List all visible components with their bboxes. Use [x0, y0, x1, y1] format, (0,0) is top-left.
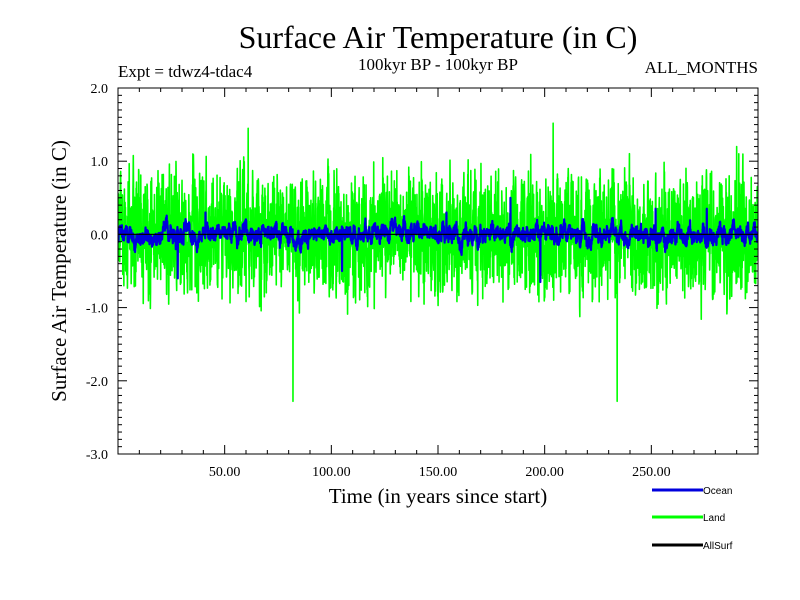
- legend-label-ocean: Ocean: [703, 486, 732, 497]
- series-line-ocean: [118, 196, 758, 284]
- period-label: 100kyr BP - 100kyr BP: [358, 55, 518, 74]
- experiment-label: Expt = tdwz4-tdac4: [118, 62, 253, 81]
- y-tick-label: 0.0: [91, 228, 109, 243]
- legend-item-allsurf: AllSurf: [652, 541, 733, 552]
- x-tick-label: 50.00: [209, 465, 241, 480]
- axis-ticks: [117, 87, 759, 455]
- y-tick-label: -2.0: [86, 375, 108, 390]
- legend-label-land: Land: [703, 513, 725, 524]
- series-line-land: [118, 122, 758, 403]
- legend-item-land: Land: [652, 513, 725, 524]
- legend: Ocean Land AllSurf: [652, 486, 733, 552]
- y-axis-label: Surface Air Temperature (in C): [47, 140, 71, 402]
- series-layer: [118, 122, 758, 403]
- x-tick-label: 250.00: [632, 465, 671, 480]
- months-label: ALL_MONTHS: [645, 58, 758, 77]
- y-tick-label: -3.0: [86, 448, 108, 463]
- x-tick-label: 100.00: [312, 465, 351, 480]
- x-axis-label: Time (in years since start): [329, 484, 548, 508]
- legend-item-ocean: Ocean: [652, 486, 732, 497]
- legend-label-allsurf: AllSurf: [703, 541, 733, 552]
- x-tick-label: 200.00: [525, 465, 564, 480]
- y-tick-label: 2.0: [91, 82, 109, 97]
- chart-title: Surface Air Temperature (in C): [239, 19, 638, 55]
- y-tick-labels: -3.0 -2.0 -1.0 0.0 1.0 2.0: [86, 82, 108, 463]
- y-tick-label: 1.0: [91, 155, 109, 170]
- x-tick-labels: 50.00 100.00 150.00 200.00 250.00: [209, 465, 671, 480]
- y-tick-label: -1.0: [86, 302, 108, 317]
- x-tick-label: 150.00: [419, 465, 458, 480]
